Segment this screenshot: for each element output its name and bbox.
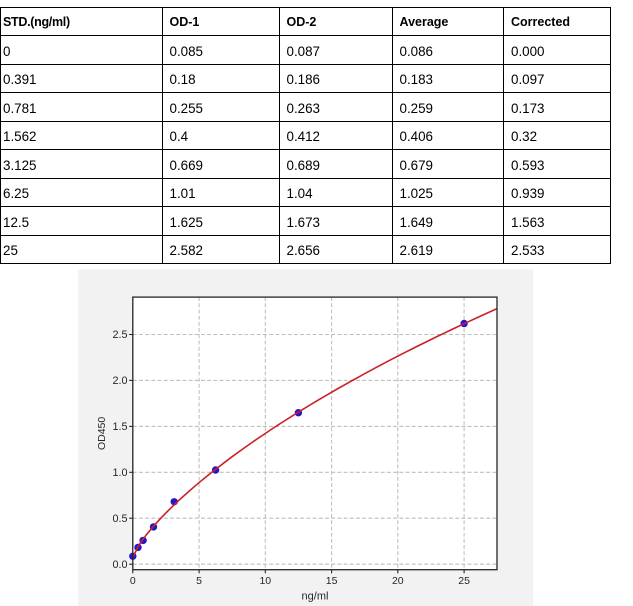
svg-text:0: 0 <box>130 575 136 587</box>
svg-text:1.5: 1.5 <box>112 421 127 433</box>
svg-text:15: 15 <box>326 575 338 587</box>
svg-text:2.0: 2.0 <box>112 375 127 387</box>
svg-text:OD450: OD450 <box>96 417 108 450</box>
svg-text:1.0: 1.0 <box>112 467 127 479</box>
svg-text:2.5: 2.5 <box>112 329 127 341</box>
svg-text:5: 5 <box>196 575 202 587</box>
svg-text:ng/ml: ng/ml <box>302 591 329 603</box>
svg-text:0.5: 0.5 <box>112 513 127 525</box>
svg-text:20: 20 <box>392 575 404 587</box>
svg-text:25: 25 <box>458 575 470 587</box>
svg-text:0.0: 0.0 <box>112 559 127 571</box>
svg-text:10: 10 <box>259 575 271 587</box>
